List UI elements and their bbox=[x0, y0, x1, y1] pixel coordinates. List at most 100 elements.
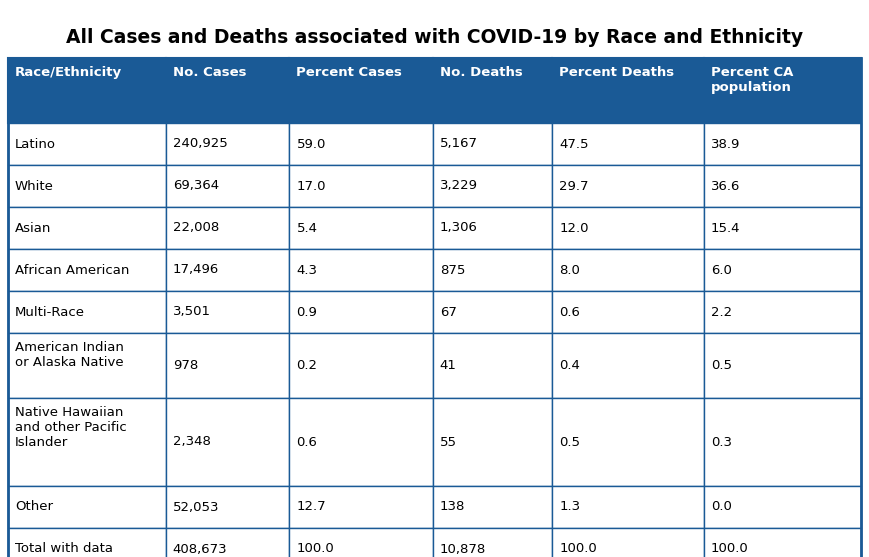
Bar bbox=[704, 291, 861, 333]
Bar bbox=[433, 249, 552, 291]
Bar bbox=[433, 528, 552, 557]
Bar bbox=[8, 207, 166, 249]
Text: 0.6: 0.6 bbox=[296, 436, 317, 448]
Text: 12.7: 12.7 bbox=[296, 501, 326, 514]
Bar bbox=[433, 398, 552, 486]
Bar bbox=[552, 333, 704, 398]
Text: 0.5: 0.5 bbox=[560, 436, 580, 448]
Bar bbox=[8, 165, 166, 207]
Bar bbox=[8, 58, 166, 123]
Text: 408,673: 408,673 bbox=[173, 543, 228, 555]
Bar bbox=[433, 165, 552, 207]
Text: 1,306: 1,306 bbox=[440, 222, 478, 234]
Bar bbox=[8, 333, 166, 398]
Bar bbox=[289, 398, 433, 486]
Bar bbox=[8, 249, 166, 291]
Bar bbox=[552, 249, 704, 291]
Bar bbox=[289, 528, 433, 557]
Bar bbox=[552, 165, 704, 207]
Text: Latino: Latino bbox=[15, 138, 56, 150]
Text: 978: 978 bbox=[173, 359, 198, 372]
Text: Native Hawaiian
and other Pacific
Islander: Native Hawaiian and other Pacific Island… bbox=[15, 406, 127, 449]
Text: 12.0: 12.0 bbox=[560, 222, 588, 234]
Text: 55: 55 bbox=[440, 436, 457, 448]
Bar bbox=[552, 123, 704, 165]
Bar bbox=[433, 58, 552, 123]
Bar bbox=[166, 528, 289, 557]
Text: 3,501: 3,501 bbox=[173, 305, 211, 319]
Bar bbox=[552, 528, 704, 557]
Bar bbox=[289, 249, 433, 291]
Bar bbox=[8, 291, 166, 333]
Text: 15.4: 15.4 bbox=[711, 222, 740, 234]
Text: 240,925: 240,925 bbox=[173, 138, 228, 150]
Text: Asian: Asian bbox=[15, 222, 51, 234]
Text: 0.4: 0.4 bbox=[560, 359, 580, 372]
Bar bbox=[433, 291, 552, 333]
Bar bbox=[704, 58, 861, 123]
Text: No. Deaths: No. Deaths bbox=[440, 66, 522, 79]
Bar bbox=[704, 398, 861, 486]
Bar bbox=[704, 165, 861, 207]
Bar bbox=[166, 291, 289, 333]
Bar bbox=[704, 528, 861, 557]
Text: 36.6: 36.6 bbox=[711, 179, 740, 193]
Text: Percent CA
population: Percent CA population bbox=[711, 66, 793, 94]
Text: Percent Cases: Percent Cases bbox=[296, 66, 402, 79]
Text: 2,348: 2,348 bbox=[173, 436, 210, 448]
Bar bbox=[704, 249, 861, 291]
Text: 69,364: 69,364 bbox=[173, 179, 219, 193]
Bar bbox=[289, 123, 433, 165]
Text: 4.3: 4.3 bbox=[296, 263, 317, 276]
Bar bbox=[8, 398, 166, 486]
Text: 22,008: 22,008 bbox=[173, 222, 219, 234]
Text: 6.0: 6.0 bbox=[711, 263, 732, 276]
Text: Percent Deaths: Percent Deaths bbox=[560, 66, 674, 79]
Bar bbox=[552, 58, 704, 123]
Bar bbox=[552, 207, 704, 249]
Text: 52,053: 52,053 bbox=[173, 501, 219, 514]
Bar bbox=[704, 486, 861, 528]
Text: 0.0: 0.0 bbox=[711, 501, 732, 514]
Text: 41: 41 bbox=[440, 359, 457, 372]
Text: 47.5: 47.5 bbox=[560, 138, 588, 150]
Bar bbox=[704, 333, 861, 398]
Text: American Indian
or Alaska Native: American Indian or Alaska Native bbox=[15, 341, 124, 369]
Bar bbox=[552, 398, 704, 486]
Text: All Cases and Deaths associated with COVID-19 by Race and Ethnicity: All Cases and Deaths associated with COV… bbox=[66, 28, 803, 47]
Text: Multi-Race: Multi-Race bbox=[15, 305, 85, 319]
Bar bbox=[552, 291, 704, 333]
Text: 0.9: 0.9 bbox=[296, 305, 317, 319]
Bar bbox=[704, 207, 861, 249]
Text: 100.0: 100.0 bbox=[560, 543, 597, 555]
Bar bbox=[289, 486, 433, 528]
Bar bbox=[8, 123, 166, 165]
Text: Race/Ethnicity: Race/Ethnicity bbox=[15, 66, 123, 79]
Text: 8.0: 8.0 bbox=[560, 263, 580, 276]
Text: No. Cases: No. Cases bbox=[173, 66, 246, 79]
Bar bbox=[166, 58, 289, 123]
Text: 0.3: 0.3 bbox=[711, 436, 732, 448]
Bar bbox=[552, 486, 704, 528]
Bar bbox=[704, 123, 861, 165]
Bar bbox=[166, 207, 289, 249]
Text: 5,167: 5,167 bbox=[440, 138, 478, 150]
Text: 59.0: 59.0 bbox=[296, 138, 326, 150]
Text: African American: African American bbox=[15, 263, 129, 276]
Bar bbox=[8, 486, 166, 528]
Text: 138: 138 bbox=[440, 501, 465, 514]
Bar bbox=[289, 207, 433, 249]
Bar bbox=[166, 165, 289, 207]
Bar bbox=[289, 333, 433, 398]
Text: 17.0: 17.0 bbox=[296, 179, 326, 193]
Text: 100.0: 100.0 bbox=[711, 543, 749, 555]
Bar bbox=[289, 165, 433, 207]
Text: 875: 875 bbox=[440, 263, 465, 276]
Bar bbox=[166, 333, 289, 398]
Bar bbox=[8, 528, 166, 557]
Bar bbox=[166, 249, 289, 291]
Text: 10,878: 10,878 bbox=[440, 543, 486, 555]
Text: 0.6: 0.6 bbox=[560, 305, 580, 319]
Bar bbox=[166, 123, 289, 165]
Text: 5.4: 5.4 bbox=[296, 222, 317, 234]
